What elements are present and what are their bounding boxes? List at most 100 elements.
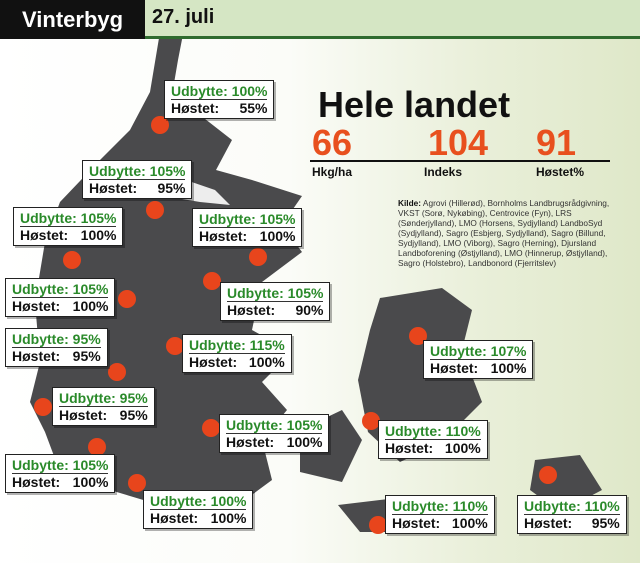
yield-value: 105% <box>287 285 324 301</box>
region-label: Udbytte: 105% Høstet: 100% <box>219 414 330 453</box>
harvest-row: Høstet: 100% <box>392 515 488 531</box>
region-label: Udbytte: 105% Høstet: 100% <box>13 207 124 246</box>
region-label: Udbytte: 107% Høstet: 100% <box>423 340 534 379</box>
harvest-value: 100% <box>248 354 285 370</box>
zealand <box>358 288 482 462</box>
region-dot <box>539 466 557 484</box>
yield-row: Udbytte: 105% <box>226 417 323 434</box>
region-label: Udbytte: 105% Høstet: 95% <box>82 160 193 199</box>
harvest-row: Høstet: 100% <box>150 510 246 526</box>
harvest-row: Høstet: 100% <box>189 354 285 370</box>
region-label: Udbytte: 110% Høstet: 100% <box>378 420 488 459</box>
harvest-row: Høstet: 90% <box>227 302 323 318</box>
source-label: Kilde: <box>398 198 422 208</box>
region-dot <box>34 398 52 416</box>
yield-value: 105% <box>72 457 109 473</box>
yield-label: Udbytte: <box>189 337 246 353</box>
yield-label: Udbytte: <box>150 493 207 509</box>
yield-label: Udbytte: <box>226 417 283 433</box>
harvest-label: Høstet: <box>12 348 61 364</box>
region-dot <box>249 248 267 266</box>
harvest-row: Høstet: 100% <box>199 228 295 244</box>
yield-label: Udbytte: <box>20 210 77 226</box>
harvest-label: Høstet: <box>150 510 199 526</box>
harvest-label: Høstet: <box>385 440 434 456</box>
harvest-label: Høstet: <box>89 180 138 196</box>
harvest-row: Høstet: 95% <box>59 407 148 423</box>
yield-label: Udbytte: <box>430 343 487 359</box>
stat-label: Hkg/ha <box>312 165 353 179</box>
region-label: Udbytte: 105% Høstet: 100% <box>5 278 116 317</box>
yield-value: 100% <box>210 493 247 509</box>
yield-row: Udbytte: 95% <box>12 331 101 348</box>
harvest-label: Høstet: <box>524 515 573 531</box>
region-label: Udbytte: 105% Høstet: 100% <box>5 454 116 493</box>
yield-row: Udbytte: 115% <box>189 337 285 354</box>
yield-value: 105% <box>80 210 117 226</box>
region-label: Udbytte: 100% Høstet: 100% <box>143 490 254 529</box>
region-dot <box>118 290 136 308</box>
stat-value: 66 <box>312 122 353 163</box>
yield-label: Udbytte: <box>199 211 256 227</box>
yield-row: Udbytte: 110% <box>385 423 481 440</box>
yield-label: Udbytte: <box>392 498 449 514</box>
yield-value: 107% <box>490 343 527 359</box>
stat-value: 104 <box>428 122 489 163</box>
region-dot <box>369 516 387 534</box>
source-text: Agrovi (Hillerød), Bornholms Landbrugsrå… <box>398 198 610 268</box>
yield-row: Udbytte: 105% <box>20 210 117 227</box>
yield-row: Udbytte: 105% <box>12 281 109 298</box>
yield-value: 110% <box>445 423 481 439</box>
stat-label: Høstet% <box>536 165 585 179</box>
yield-value: 115% <box>249 337 285 353</box>
harvest-row: Høstet: 100% <box>12 474 108 490</box>
yield-label: Udbytte: <box>385 423 442 439</box>
harvest-value: 95% <box>591 515 620 531</box>
yield-value: 105% <box>72 281 109 297</box>
harvest-row: Høstet: 55% <box>171 100 267 116</box>
yield-label: Udbytte: <box>59 390 116 406</box>
region-label: Udbytte: 105% Høstet: 90% <box>220 282 331 321</box>
harvest-value: 100% <box>451 515 488 531</box>
harvest-row: Høstet: 95% <box>524 515 620 531</box>
harvest-row: Høstet: 95% <box>12 348 101 364</box>
region-dot <box>362 412 380 430</box>
yield-value: 100% <box>231 83 268 99</box>
harvest-label: Høstet: <box>226 434 275 450</box>
source: Kilde: Agrovi (Hillerød), Bornholms Land… <box>398 198 630 268</box>
harvest-value: 95% <box>157 180 186 196</box>
yield-value: 95% <box>72 331 101 347</box>
yield-row: Udbytte: 100% <box>150 493 247 510</box>
header-title: Vinterbyg <box>0 0 145 39</box>
region-dot <box>151 116 169 134</box>
harvest-label: Høstet: <box>430 360 479 376</box>
harvest-value: 100% <box>286 434 323 450</box>
harvest-label: Høstet: <box>199 228 248 244</box>
yield-label: Udbytte: <box>12 281 69 297</box>
harvest-label: Høstet: <box>189 354 238 370</box>
region-label: Udbytte: 95% Høstet: 95% <box>52 387 155 426</box>
yield-row: Udbytte: 100% <box>171 83 268 100</box>
yield-row: Udbytte: 110% <box>524 498 620 515</box>
harvest-row: Høstet: 100% <box>12 298 108 314</box>
harvest-label: Høstet: <box>12 474 61 490</box>
harvest-value: 100% <box>444 440 481 456</box>
stat-value: 91 <box>536 122 577 163</box>
region-label: Udbytte: 115% Høstet: 100% <box>182 334 292 373</box>
region-dot <box>202 419 220 437</box>
stat-label: Indeks <box>424 165 463 179</box>
yield-row: Udbytte: 105% <box>89 163 186 180</box>
harvest-row: Høstet: 95% <box>89 180 185 196</box>
yield-value: 95% <box>119 390 148 406</box>
region-label: Udbytte: 110% Høstet: 100% <box>385 495 495 534</box>
harvest-value: 100% <box>210 510 247 526</box>
yield-row: Udbytte: 105% <box>12 457 109 474</box>
harvest-value: 55% <box>239 100 268 116</box>
harvest-value: 100% <box>80 227 117 243</box>
harvest-row: Høstet: 100% <box>430 360 526 376</box>
region-dot <box>166 337 184 355</box>
region-dot <box>88 438 106 456</box>
region-dot <box>409 327 427 345</box>
region-dot <box>63 251 81 269</box>
